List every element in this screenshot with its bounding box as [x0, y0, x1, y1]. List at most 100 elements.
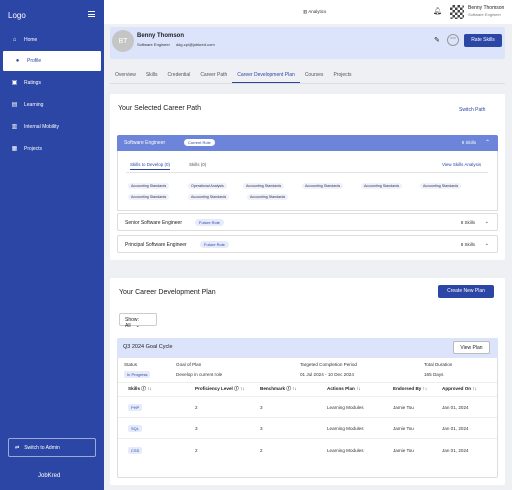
profile-name: Benny Thomson: [137, 33, 185, 39]
table-cell: Jamie Tou: [393, 448, 414, 453]
view-plan-button[interactable]: View Plan: [453, 341, 490, 354]
duration-value: 165 Days: [424, 372, 444, 377]
table-cell: 3: [260, 426, 263, 431]
switch-icon: ⇄: [15, 444, 20, 451]
skill-chip: Accounting Standards: [361, 183, 403, 189]
sort-icon[interactable]: ↑↓: [356, 386, 361, 391]
avatar[interactable]: [450, 5, 464, 19]
tab-overview[interactable]: Overview: [115, 72, 136, 78]
sidebar-item-ratings[interactable]: ▣ Ratings: [0, 73, 104, 93]
menu-icon[interactable]: [88, 11, 95, 17]
book-icon: ▤: [11, 101, 18, 108]
tab-role-skills[interactable]: Skills (0): [189, 162, 207, 167]
skill-chip: Accounting Standards: [128, 194, 170, 200]
sidebar-item-profile[interactable]: ● Profile: [3, 51, 101, 71]
switch-to-admin-button[interactable]: ⇄ Switch to Admin: [8, 438, 96, 457]
create-plan-button[interactable]: Create New Plan: [438, 285, 494, 298]
table-cell: 2: [195, 448, 198, 453]
current-role-header[interactable]: Software Engineer Current Role 8 Skills …: [117, 135, 498, 151]
sidebar-item-learning[interactable]: ▤ Learning: [0, 95, 104, 115]
development-plan-card: [110, 278, 505, 485]
table-cell: Learning Modules: [327, 426, 364, 431]
tab-courses[interactable]: Courses: [304, 72, 324, 78]
col-approved-on[interactable]: Approved On ↑↓: [442, 386, 477, 391]
tab-skills[interactable]: Skills: [145, 72, 158, 78]
sidebar-item-projects[interactable]: ▦ Projects: [0, 139, 104, 159]
career-path-title: Your Selected Career Path: [118, 105, 202, 112]
col-endorsed-by[interactable]: Endorsed By ↑↓: [393, 386, 428, 391]
goal-label: Goal of Plan: [176, 362, 202, 367]
profile-meta: Software Engineer ddg.cpi@jobkred.com: [137, 42, 215, 47]
duration-label: Total Duration: [424, 362, 453, 367]
skill-chip: Accounting Standards: [188, 194, 230, 200]
status-badge: In Progress: [124, 371, 151, 378]
edit-icon[interactable]: ✎: [434, 37, 440, 44]
logo: Logo: [8, 11, 26, 20]
table-cell: Jamie Tou: [393, 426, 414, 431]
show-filter-select[interactable]: Show: All ⌄: [119, 313, 157, 329]
skill-tag: SQL: [128, 425, 143, 432]
table-cell: 2: [195, 405, 198, 410]
col-proficiency[interactable]: Proficiency Level ⓘ ↑↓: [195, 386, 245, 391]
chevron-down-icon[interactable]: ⌄: [484, 241, 489, 247]
table-cell: 3: [195, 426, 198, 431]
skill-chip: Accounting Standards: [247, 194, 289, 200]
current-role-badge: Current Role: [184, 139, 215, 146]
current-role-body: [117, 151, 498, 211]
table-cell: Learning Modules: [327, 405, 364, 410]
analytics-link[interactable]: ▥ Analytics: [303, 9, 327, 14]
profile-header: [110, 27, 505, 59]
tab-skills-to-develop[interactable]: Skills to Develop (0): [130, 162, 171, 170]
table-cell: 3: [260, 405, 263, 410]
user-role: Software Engineer: [468, 12, 501, 17]
view-skills-analysis-link[interactable]: View Skills Analysis: [442, 162, 482, 167]
sidebar-item-label: Learning: [24, 102, 44, 108]
col-actions-plan[interactable]: Actions Plan ↑↓: [327, 386, 361, 391]
chevron-down-icon: ⌄: [135, 323, 140, 329]
chevron-down-icon[interactable]: ⌄: [484, 219, 489, 225]
skill-chip: Accounting Standards: [128, 183, 170, 189]
rate-skills-button[interactable]: Rate Skills: [464, 34, 502, 47]
more-icon[interactable]: ⋯: [447, 34, 459, 46]
table-cell: 2: [260, 448, 263, 453]
folder-icon: ▦: [11, 145, 18, 152]
sidebar-item-internal-mobility[interactable]: ▥ Internal Mobility: [0, 117, 104, 137]
ratings-icon: ▣: [11, 79, 18, 86]
skill-tag: PHP: [128, 404, 143, 411]
tab-projects[interactable]: Projects: [333, 72, 352, 78]
divider: [118, 396, 497, 397]
plan-title: Your Career Development Plan: [119, 289, 216, 296]
sort-icon[interactable]: ↑↓: [472, 386, 477, 391]
table-cell: Jamie Tou: [393, 405, 414, 410]
bell-icon[interactable]: 🔔︎: [433, 8, 442, 15]
sort-icon[interactable]: ⓘ ↑↓: [286, 386, 297, 391]
tab-career-development-plan[interactable]: Career Development Plan: [232, 66, 300, 83]
skill-chip: Operational Analysis: [188, 183, 227, 189]
switch-path-link[interactable]: Switch Path: [459, 107, 486, 113]
col-benchmark[interactable]: Benchmark ⓘ ↑↓: [260, 386, 297, 391]
divider: [118, 417, 497, 418]
current-role-title: Software Engineer: [124, 140, 166, 146]
tab-career-path[interactable]: Career Path: [200, 72, 228, 78]
sort-icon[interactable]: ⓘ ↑↓: [234, 386, 245, 391]
profile-avatar: BT: [112, 30, 134, 52]
goal-cycle-title: Q3 2024 Goal Cycle: [123, 344, 173, 350]
future-role-row[interactable]: Senior Software Engineer Future Role 8 S…: [117, 213, 498, 231]
skills-count: 8 Skills: [461, 140, 476, 145]
skill-chip: Accounting Standards: [302, 183, 344, 189]
user-name: Benny Thomson: [468, 5, 505, 11]
date-value: 01 Jul 2024 - 10 Dec 2024: [300, 372, 354, 377]
profile-email: ddg.cpi@jobkred.com: [175, 42, 215, 47]
sidebar-item-label: Ratings: [24, 80, 41, 86]
sort-icon[interactable]: ↑↓: [422, 386, 428, 391]
career-path-card: [110, 94, 505, 260]
sort-icon[interactable]: ⓘ ↑↓: [141, 386, 152, 391]
future-role-row[interactable]: Principal Software Engineer Future Role …: [117, 235, 498, 253]
status-label: Status: [124, 362, 138, 367]
goal-cycle-panel: [117, 338, 498, 478]
tab-credential[interactable]: Credential: [167, 72, 191, 78]
chevron-up-icon[interactable]: ⌃: [484, 140, 490, 146]
briefcase-icon: ▥: [11, 123, 18, 130]
sidebar-item-home[interactable]: ⌂ Home: [0, 30, 104, 50]
col-skills[interactable]: Skills ⓘ ↑↓: [128, 386, 152, 391]
